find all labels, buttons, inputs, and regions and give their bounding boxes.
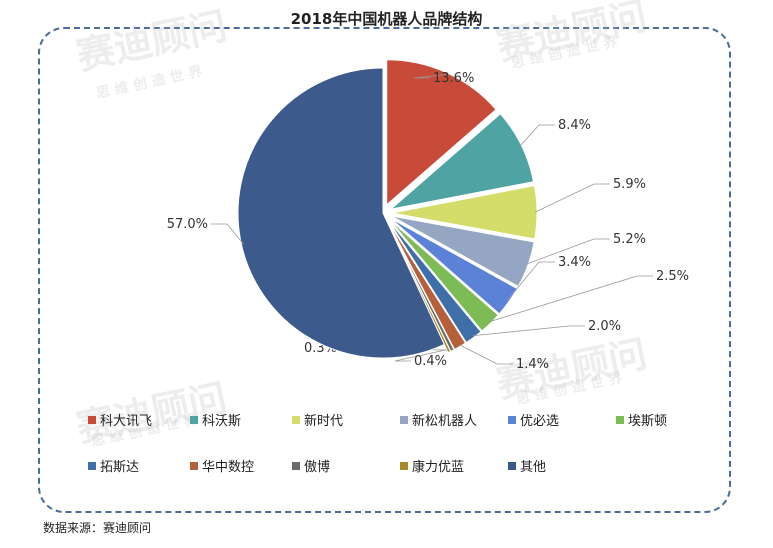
legend-label: 科沃斯: [202, 414, 241, 429]
legend-label: 其他: [520, 460, 546, 475]
legend-swatch: [88, 416, 96, 424]
legend-swatch: [88, 462, 96, 470]
dashed-frame: [38, 27, 731, 513]
data-label: 2.5%: [656, 269, 689, 284]
legend-swatch: [400, 416, 408, 424]
legend-swatch: [508, 416, 516, 424]
legend-label: 埃斯顿: [628, 414, 667, 429]
leader-line: [394, 348, 452, 362]
pie-slice: [387, 220, 467, 351]
legend-label: 新松机器人: [412, 413, 477, 429]
legend-swatch: [616, 416, 624, 424]
leader-line: [525, 238, 610, 265]
leader-line: [488, 275, 653, 323]
data-label: 8.4%: [558, 118, 591, 133]
data-label: 5.2%: [613, 232, 646, 247]
pie-slice: [391, 185, 538, 240]
pie-slice: [389, 113, 535, 210]
legend-swatch: [292, 462, 300, 470]
legend-swatch: [190, 462, 198, 470]
pie-slice: [386, 220, 452, 354]
leader-line: [458, 344, 513, 365]
leader-line: [413, 74, 446, 79]
legend-swatch: [190, 416, 198, 424]
pie-slice: [391, 215, 535, 288]
chart-title: 2018年中国机器人品牌结构: [290, 10, 483, 28]
legend-label: 康力优蓝: [412, 459, 464, 475]
legend-label: 新时代: [304, 413, 343, 429]
legend-label: 优必选: [520, 414, 559, 429]
data-label: 2.0%: [588, 319, 621, 334]
leader-line: [519, 124, 555, 147]
legend-label: 科大讯飞: [100, 414, 152, 429]
data-label: 5.9%: [613, 177, 646, 192]
legend-label: 拓斯达: [100, 460, 139, 475]
legend-label: 华中数控: [202, 460, 254, 475]
leader-line: [472, 325, 585, 337]
source-note: 数据来源：赛迪顾问: [43, 521, 152, 535]
pie-slice: [388, 219, 499, 332]
pie-slice: [387, 219, 482, 344]
data-label: 57.0%: [167, 217, 208, 232]
legend-label: 傲博: [304, 460, 330, 475]
data-label: 13.6%: [433, 71, 474, 86]
leader-line: [506, 261, 555, 301]
legend-swatch: [508, 462, 516, 470]
data-label: 0.4%: [414, 354, 447, 369]
data-label: 1.4%: [516, 357, 549, 372]
pie-slice: [386, 59, 497, 206]
legend-swatch: [400, 462, 408, 470]
leader-line: [534, 183, 610, 213]
pie-slice: [237, 67, 445, 359]
legend-swatch: [292, 416, 300, 424]
data-label: 3.4%: [558, 255, 591, 270]
leader-line: [211, 223, 244, 245]
